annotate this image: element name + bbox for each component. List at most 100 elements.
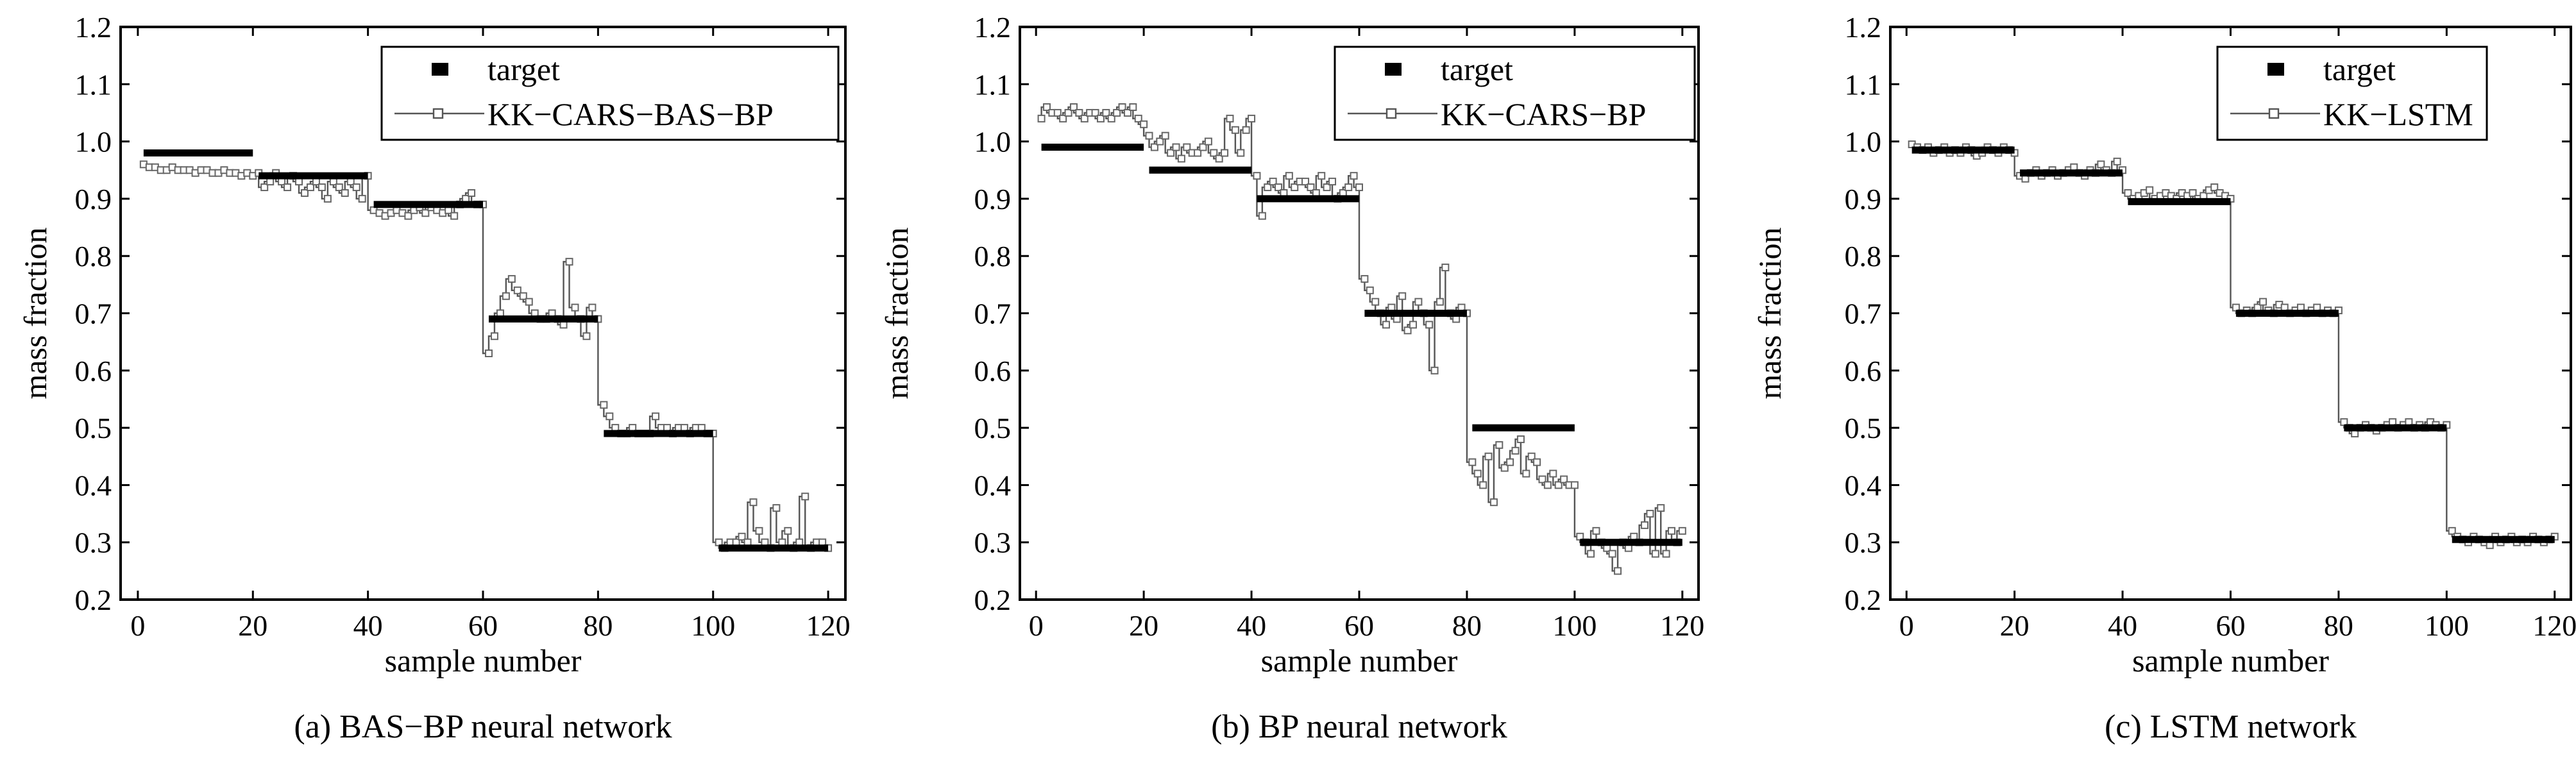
y-tick-label: 0.7 [974,298,1012,330]
prediction-point [1355,183,1363,192]
prediction-line [1040,106,1682,572]
prediction-point [519,292,527,300]
prediction-point [755,526,763,535]
y-tick-label: 1.1 [974,68,1012,101]
prediction-point [1275,183,1283,192]
y-tick-label: 0.4 [75,469,112,501]
y-tick-label: 0.9 [1845,183,1882,215]
legend-pred-marker [1385,108,1397,119]
x-tick-label: 80 [1452,609,1482,642]
legend-pred-marker [432,108,444,119]
prediction-point [1150,143,1158,151]
x-tick-label: 0 [1899,609,1914,642]
prediction-point [306,183,314,192]
prediction-point [801,493,809,501]
prediction-point [1075,108,1083,117]
prediction-point [1204,137,1212,146]
prediction-point [341,189,349,197]
prediction-point [2210,183,2219,192]
legend-label: KK−LSTM [2323,96,2473,132]
prediction-point [1398,292,1407,300]
prediction-point [1543,481,1552,489]
prediction-point [606,412,614,421]
prediction-point [1382,321,1390,329]
x-tick-label: 20 [2000,609,2029,642]
prediction-point [1468,458,1477,466]
prediction-point [1678,526,1686,535]
y-tick-label: 0.7 [75,298,112,330]
prediction-point [600,401,608,409]
prediction-point [1042,103,1051,112]
prediction-point [1560,475,1568,484]
prediction-point [1587,550,1595,558]
prediction-point [1140,120,1148,128]
y-tick-label: 0.8 [974,240,1012,273]
prediction-point [468,189,476,197]
legend-box [380,46,840,141]
x-axis-title: sample number [385,643,582,678]
legend-label: KK−CARS−BAS−BP [487,96,774,132]
legend: target KK−CARS−BAS−BP [380,46,840,141]
prediction-point [1264,183,1272,192]
prediction-point [1479,481,1487,489]
prediction-point [1489,498,1498,507]
prediction-point [507,274,516,283]
prediction-point [1156,137,1164,146]
prediction-point [582,332,591,341]
prediction-point [1118,103,1126,112]
x-tick-label: 100 [2425,609,2469,642]
prediction-point [1592,526,1600,535]
prediction-point [1409,321,1417,329]
prediction-point [1430,366,1439,375]
prediction-point [1651,550,1659,558]
prediction-point [2113,157,2121,165]
prediction-point [2097,160,2105,169]
prediction-point [1161,131,1169,140]
prediction-point [318,183,326,192]
prediction-point [1436,298,1444,306]
y-tick-label: 1.0 [75,126,112,158]
prediction-point [2448,526,2456,535]
panel-caption: (b) BP neural network [1211,709,1507,745]
prediction-point [1194,149,1202,157]
y-tick-label: 0.8 [1845,240,1882,273]
y-tick-label: 1.2 [974,11,1012,44]
prediction-point [1269,178,1277,186]
x-tick-label: 20 [238,609,267,642]
x-tick-label: 100 [1552,609,1597,642]
prediction-point [352,183,360,192]
chart-panel-1: 0.2 0.3 0.4 0.5 0.6 0.7 0.8 0.9 1.0 1.1 1.2 0 20 40 60… [879,11,1704,745]
y-tick-label: 0.6 [974,355,1012,387]
y-tick-label: 0.5 [1845,412,1882,444]
prediction-point [1199,143,1207,151]
y-tick-label: 0.3 [75,526,112,559]
prediction-point [1608,550,1616,558]
prediction-point [1516,435,1525,443]
legend-target-marker [2267,63,2284,76]
y-tick-label: 0.6 [75,355,112,387]
panel-caption: (a) BAS−BP neural network [294,709,672,745]
x-tick-label: 120 [806,609,851,642]
prediction-point [1511,446,1520,455]
prediction-point [1441,264,1450,272]
prediction-point [1221,149,1229,157]
prediction-point [1123,108,1131,117]
legend: target KK−CARS−BP [1334,46,1696,141]
prediction-point [1253,172,1261,180]
prediction-point [421,209,430,217]
prediction-point [450,212,459,220]
prediction-line [1911,144,2555,546]
prediction-point [1484,452,1493,460]
x-tick-label: 60 [2216,609,2246,642]
prediction-point [1301,178,1310,186]
y-tick-label: 1.0 [1845,126,1882,158]
prediction-point [1495,441,1504,449]
prediction-point [1307,183,1315,192]
legend-label: target [2323,51,2396,87]
prediction-point [1237,149,1245,157]
x-tick-label: 40 [2108,609,2137,642]
prediction-point [1291,183,1299,192]
prediction-point [1506,458,1514,466]
prediction-point [1215,155,1223,163]
